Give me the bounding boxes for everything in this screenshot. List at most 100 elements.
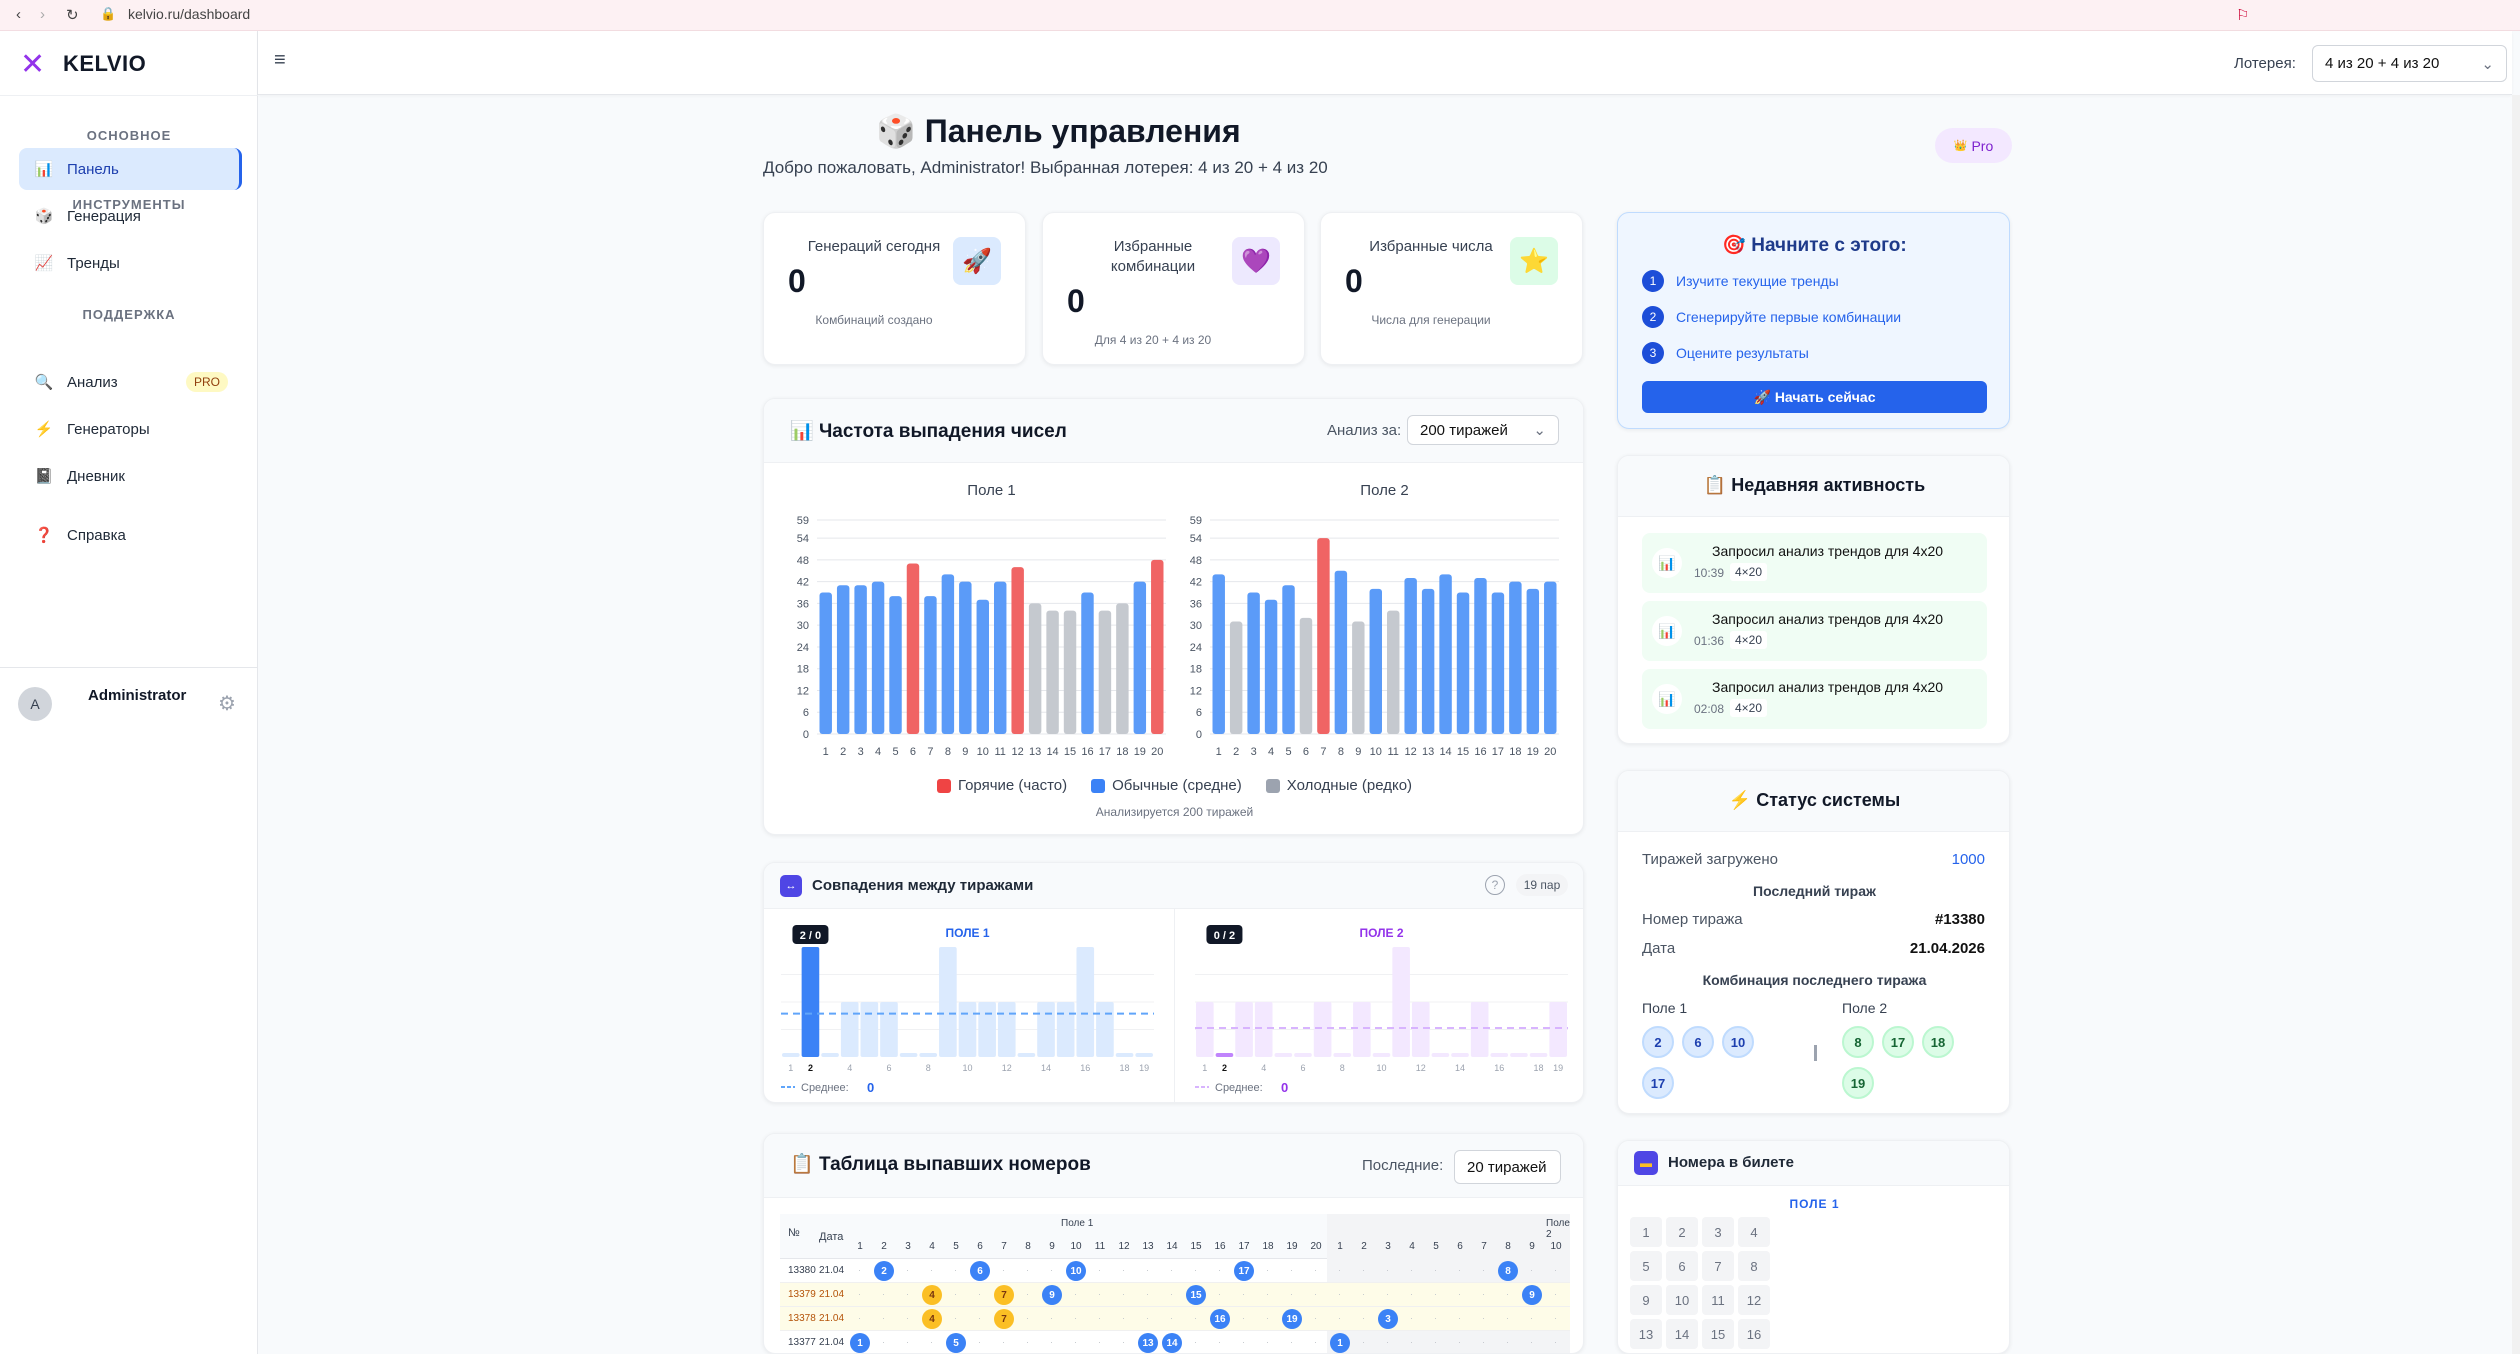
empty-cell: · bbox=[1122, 1313, 1125, 1323]
match-bar-15 bbox=[1470, 1002, 1489, 1057]
last-draws-select[interactable]: 20 тиражей bbox=[1454, 1150, 1561, 1184]
stat-value: 0 bbox=[788, 263, 806, 299]
col-field1-10: 10 bbox=[1070, 1241, 1082, 1252]
bar-16 bbox=[1474, 578, 1487, 734]
empty-cell: · bbox=[1314, 1265, 1317, 1275]
sidebar-item-4[interactable]: ⚡ Генераторы bbox=[19, 408, 242, 450]
ticket-number[interactable]: 1 bbox=[1630, 1217, 1662, 1247]
ticket-number[interactable]: 7 bbox=[1702, 1251, 1734, 1281]
ticket-number[interactable]: 9 bbox=[1630, 1285, 1662, 1315]
bar-14 bbox=[1439, 574, 1452, 734]
table-row[interactable]: 13380 21.04 · 2 · · · 6 · · · 10 · · · · · · 17 · · · · · · · · · · 8… bbox=[780, 1259, 1570, 1283]
col-field1-12: 12 bbox=[1118, 1241, 1130, 1252]
bar-11 bbox=[994, 581, 1007, 734]
ticket-number[interactable]: 8 bbox=[1738, 1251, 1770, 1281]
forward-icon[interactable]: › bbox=[40, 6, 45, 23]
sidebar-item-2[interactable]: 📈 Тренды bbox=[19, 242, 242, 284]
ticket-number[interactable]: 10 bbox=[1666, 1285, 1698, 1315]
empty-cell: · bbox=[1482, 1313, 1485, 1323]
col-field2-2: 2 bbox=[1361, 1241, 1367, 1252]
sidebar-item-0[interactable]: 📊 Панель bbox=[19, 148, 242, 190]
start-now-button[interactable]: 🚀 Начать сейчас bbox=[1642, 381, 1987, 413]
activity-item[interactable]: 📊 Запросил анализ трендов для 4x20 02:08 4×… bbox=[1642, 669, 1987, 729]
ticket-number[interactable]: 2 bbox=[1666, 1217, 1698, 1247]
match-bar-17 bbox=[1096, 1002, 1114, 1057]
bar-18 bbox=[1509, 581, 1522, 734]
empty-cell: · bbox=[978, 1313, 981, 1323]
back-icon[interactable]: ‹ bbox=[16, 6, 21, 23]
ticket-number[interactable]: 4 bbox=[1738, 1217, 1770, 1247]
period-select[interactable]: 200 тиражей ⌄ bbox=[1407, 415, 1559, 445]
x-tick-label: 8 bbox=[1338, 746, 1344, 758]
ticket-number[interactable]: 14 bbox=[1666, 1319, 1698, 1349]
bar-1 bbox=[1212, 574, 1225, 734]
empty-cell: · bbox=[1050, 1265, 1053, 1275]
empty-cell: · bbox=[1314, 1313, 1317, 1323]
sidebar-item-label: Анализ bbox=[67, 373, 118, 391]
number-ball: 17 bbox=[1234, 1261, 1254, 1281]
table-row[interactable]: 13377 21.04 1 · · · 5 · · · · · · · 13 14 · · · · · · 1 · · · · · · ·… bbox=[780, 1331, 1570, 1353]
ticket-number[interactable]: 12 bbox=[1738, 1285, 1770, 1315]
scrollbar[interactable] bbox=[2512, 95, 2520, 1354]
lottery-select[interactable]: 4 из 20 + 4 из 20 ⌄ bbox=[2312, 45, 2507, 82]
x-tick-label: 10 bbox=[962, 1063, 972, 1073]
number-ball: 9 bbox=[1042, 1285, 1062, 1305]
help-icon[interactable]: ? bbox=[1485, 875, 1505, 895]
table-row[interactable]: 13378 21.04 · · · 4 · · 7 · · · · · · · · 16 · · 19 · · · 3 · · · · ·… bbox=[780, 1307, 1570, 1331]
ticket-number[interactable]: 16 bbox=[1738, 1319, 1770, 1349]
step-link[interactable]: Изучите текущие тренды bbox=[1676, 273, 1839, 289]
table-row[interactable]: 13379 21.04 · · · 4 · · 7 · 9 · · · · · 15 · · · · · · · · · · · · · 9… bbox=[780, 1283, 1570, 1307]
gear-icon[interactable]: ⚙ bbox=[218, 693, 236, 715]
x-tick-label: 17 bbox=[1492, 746, 1504, 758]
activity-item[interactable]: 📊 Запросил анализ трендов для 4x20 01:36 4×… bbox=[1642, 601, 1987, 661]
sidebar-section-title: ОСНОВНОЕ bbox=[86, 128, 172, 143]
legend-item: Горячие (часто) bbox=[936, 777, 1067, 794]
sidebar-item-3[interactable]: 🔍 Анализ PRO bbox=[19, 361, 242, 403]
activity-item[interactable]: 📊 Запросил анализ трендов для 4x20 10:39 4×… bbox=[1642, 533, 1987, 593]
target-icon: 🎯 bbox=[1722, 235, 1746, 256]
ticket-number[interactable]: 13 bbox=[1630, 1319, 1662, 1349]
divider bbox=[1814, 1045, 1817, 1061]
bar-9 bbox=[1352, 621, 1365, 734]
step-link[interactable]: Оцените результаты bbox=[1676, 345, 1809, 361]
col-no: № bbox=[788, 1227, 800, 1239]
avatar[interactable]: A bbox=[18, 687, 52, 721]
rocket-icon: 🚀 bbox=[953, 237, 1001, 285]
star-icon: ⭐ bbox=[1510, 237, 1558, 285]
legend-item: Обычные (средне) bbox=[1091, 777, 1242, 794]
stat-label: Избранные комбинации bbox=[1110, 238, 1196, 275]
y-tick-label: 36 bbox=[1190, 598, 1202, 610]
sidebar-item-6[interactable]: ❓ Справка bbox=[19, 514, 242, 556]
tooltip-text: 2 / 0 bbox=[800, 930, 821, 942]
ticket-number[interactable]: 5 bbox=[1630, 1251, 1662, 1281]
legend-swatch bbox=[936, 778, 951, 793]
empty-cell: · bbox=[1482, 1265, 1485, 1275]
empty-cell: · bbox=[1098, 1313, 1101, 1323]
ticket-number[interactable]: 6 bbox=[1666, 1251, 1698, 1281]
empty-cell: · bbox=[906, 1289, 909, 1299]
x-tick-label: 4 bbox=[847, 1063, 852, 1073]
empty-cell: · bbox=[906, 1337, 909, 1347]
step-link[interactable]: Сгенерируйте первые комбинации bbox=[1676, 309, 1902, 325]
ticket-number[interactable]: 3 bbox=[1702, 1217, 1734, 1247]
sidebar-item-1[interactable]: 🎲 Генерация bbox=[19, 195, 242, 237]
ticket-numbers-card: ▬ Номера в билете ПОЛЕ 1 1 2 3 4 5 6 7 8 9 10 11 12… bbox=[1617, 1140, 2010, 1354]
empty-cell: · bbox=[858, 1313, 861, 1323]
sidebar-item-5[interactable]: 📓 Дневник bbox=[19, 455, 242, 497]
reload-icon[interactable]: ↻ bbox=[66, 7, 79, 24]
x-tick-label: 20 bbox=[1151, 746, 1163, 758]
matches-title: Совпадения между тиражами bbox=[812, 877, 1034, 894]
plan-badge[interactable]: 👑 Pro bbox=[1935, 128, 2012, 163]
sidebar-item-label: Справка bbox=[67, 526, 126, 544]
field2-label: Поле 2 bbox=[1842, 1000, 1888, 1016]
hamburger-menu-icon[interactable]: ≡ bbox=[274, 49, 286, 71]
ticket-number[interactable]: 11 bbox=[1702, 1285, 1734, 1315]
bar-chart-icon: 📊 bbox=[790, 421, 814, 442]
url-bar[interactable]: kelvio.ru/dashboard bbox=[128, 6, 251, 22]
frequency-card: 📊 Частота выпадения чисел Анализ за: 200… bbox=[763, 398, 1584, 835]
bookmark-icon[interactable]: ⚐ bbox=[2236, 7, 2250, 24]
empty-cell: · bbox=[906, 1313, 909, 1323]
ticket-number[interactable]: 15 bbox=[1702, 1319, 1734, 1349]
col-field1-15: 15 bbox=[1190, 1241, 1202, 1252]
bar-15 bbox=[1063, 610, 1077, 734]
